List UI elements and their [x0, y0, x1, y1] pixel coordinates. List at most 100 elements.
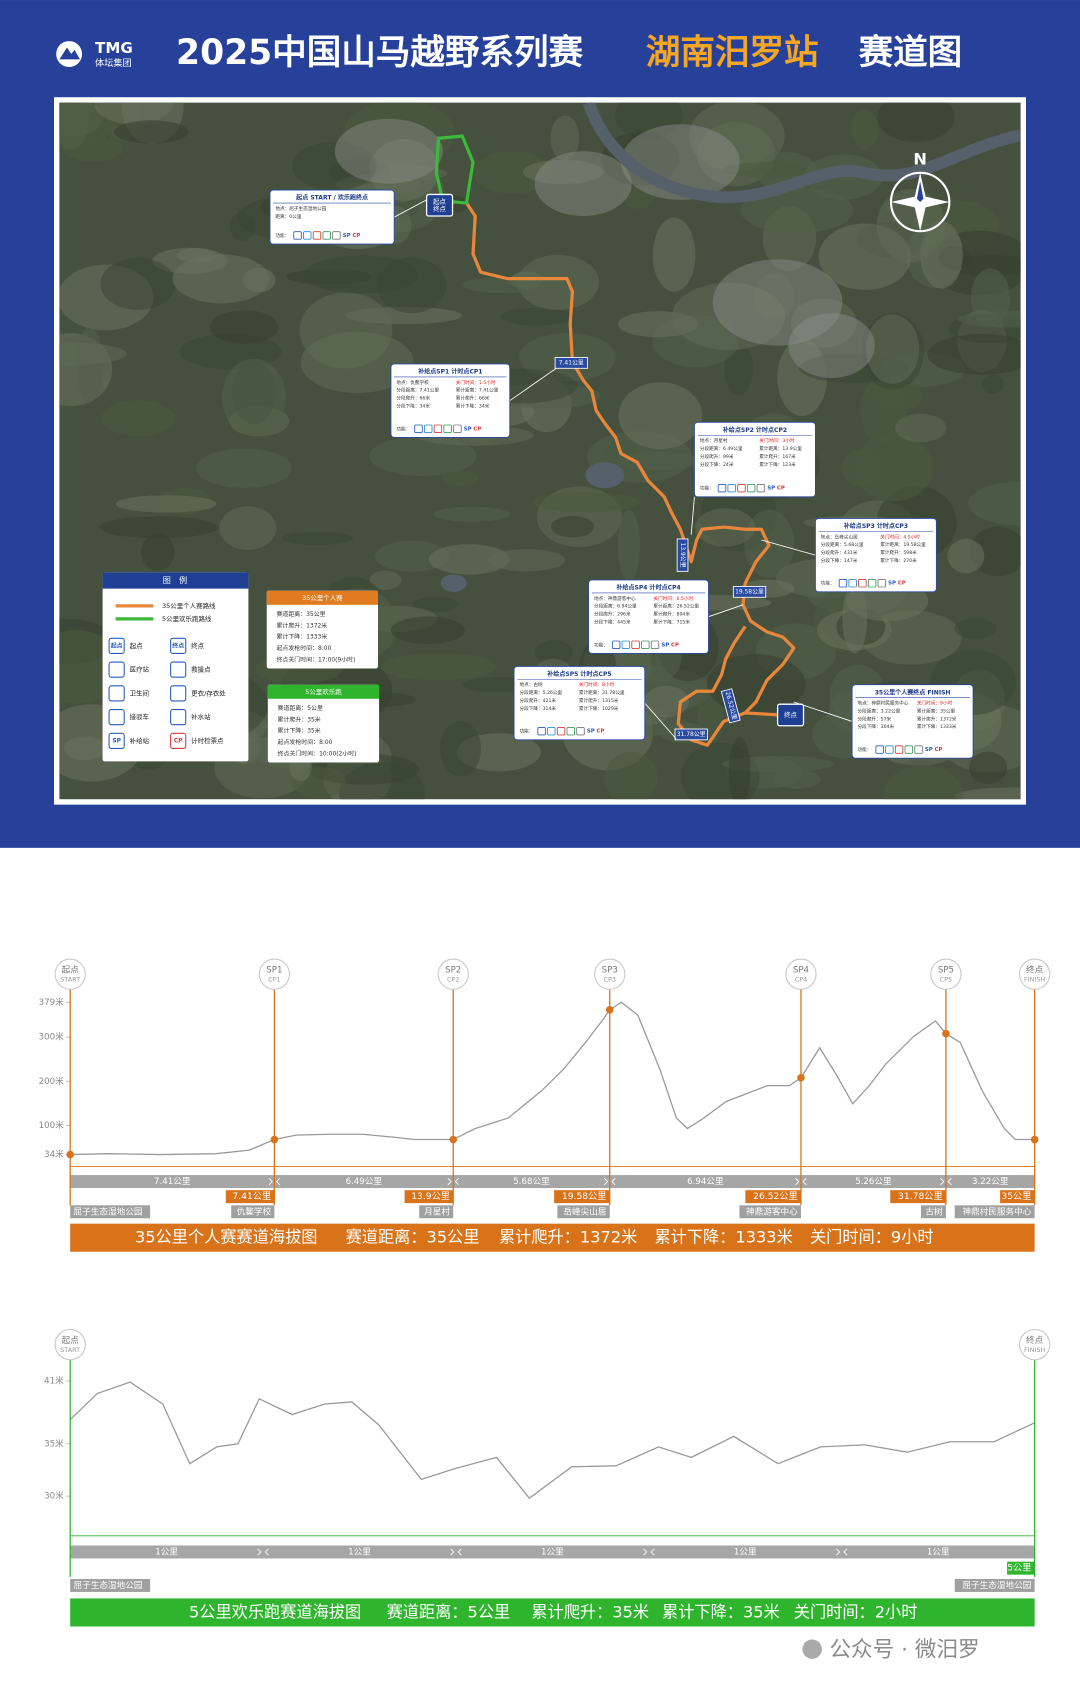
callout-function-label: 功能：: [858, 746, 872, 753]
terrain: [968, 481, 1021, 526]
segment-divider: [268, 1177, 281, 1186]
terrain: [100, 257, 176, 310]
callout-icon: [312, 231, 322, 240]
terrain: [652, 217, 696, 292]
callout-icon-sp: SP: [343, 233, 351, 239]
legend-icon-label: 救援点: [191, 665, 211, 674]
distance-tag-box: [554, 357, 588, 369]
distance-tag-text: 19.58公里: [735, 588, 764, 595]
legend-icon-text: CP: [174, 737, 183, 744]
callout-function-label: 功能：: [700, 485, 714, 492]
lake: [440, 574, 467, 592]
callout-line: 累计距离：31.78公里: [579, 689, 625, 696]
legend-icon: [170, 685, 187, 702]
callout-icon: [414, 424, 423, 433]
terrain: [722, 162, 812, 178]
map-marker-text: 终点: [784, 710, 797, 719]
checkpoint-dot: [1030, 1135, 1039, 1144]
terrain: [523, 159, 604, 184]
terrain: [299, 292, 393, 369]
town: [534, 151, 632, 217]
callout-icon: [443, 424, 452, 433]
callout-icon: [453, 424, 462, 433]
place-box: [419, 1205, 454, 1219]
banner-part: 5公里欢乐跑赛道海拔图: [189, 1602, 361, 1621]
banner-part: 35公里个人赛赛道海拔图: [135, 1227, 317, 1246]
checkpoint-name: SP3: [602, 965, 618, 975]
callout-icon: [293, 231, 302, 240]
terrain: [550, 115, 580, 161]
callout-icon: [746, 483, 756, 493]
terrain: [671, 282, 786, 351]
cumulative-box: [1007, 1561, 1035, 1575]
callout-line: 关门时间：3小时: [759, 437, 795, 444]
legend-icon-label: 起点: [130, 642, 143, 650]
terrain: [877, 102, 955, 143]
terrain: [412, 596, 459, 613]
callout-icon: [904, 745, 914, 754]
checkpoint-name: 起点: [62, 1335, 80, 1346]
callout-title: 补给点SP5 计时点CP5: [546, 670, 611, 678]
place-label: 屈子生态湿地公园: [73, 1205, 142, 1217]
legend-icon-label: 补给站: [130, 736, 150, 745]
title-part: 赛道图: [859, 33, 963, 73]
info-panel-line: 累计爬升：35米: [278, 715, 321, 723]
watermark-icon: [802, 1639, 822, 1659]
terrain: [517, 254, 600, 310]
distance-tag-box: [720, 688, 741, 724]
banner-part: 关门时间：9小时: [810, 1227, 934, 1246]
callout-title: 补给点SP4 计时点CP4: [615, 584, 680, 592]
info-panel-line: 起点发枪时间：8:00: [278, 738, 333, 746]
checkpoint-name: 起点: [62, 964, 80, 975]
checkpoint-badge: [54, 1328, 86, 1361]
callout-line: 地点：神鼎村民服务中心: [858, 700, 909, 707]
segment-divider: [447, 1177, 459, 1186]
callout-line: 累计爬升：1315米: [579, 697, 619, 704]
callout-icon-cp: CP: [777, 486, 785, 492]
cumulative-label: 31.78公里: [898, 1191, 943, 1202]
callout-icon-sp: SP: [767, 486, 775, 492]
legend-icon: [108, 661, 125, 678]
callout-box: [390, 363, 511, 438]
terrain: [954, 618, 997, 639]
title: 2025中国山马越野系列赛 湖南汨罗站 赛道图: [176, 33, 962, 73]
checkpoint-sub: FINISH: [1024, 976, 1045, 984]
terrain: [99, 516, 219, 539]
terrain: [969, 526, 1021, 577]
segment-divider: [604, 1177, 616, 1186]
callout-line: 关门时间：4.5小时: [880, 533, 920, 540]
callout-icon: [914, 745, 923, 754]
callout-line: 分段距离：3.22公里: [858, 707, 901, 714]
callout-line: 分段下降：34米: [396, 402, 430, 409]
callout-icon: [332, 231, 341, 240]
terrain: [339, 762, 425, 800]
cumulative-label: 5公里: [1007, 1563, 1031, 1574]
terrain: [428, 544, 510, 575]
callout-leader: [793, 701, 853, 722]
segment-label: 3.22公里: [972, 1176, 1009, 1187]
terrain: [601, 131, 680, 186]
cumulative-label: 7.41公里: [232, 1191, 271, 1202]
y-tick-label: 300米: [39, 1031, 64, 1043]
terrain: [532, 492, 640, 513]
callout-line: 累计距离：35公里: [917, 707, 956, 714]
segment-label: 7.41公里: [154, 1176, 191, 1187]
legend-icon-label: 卫生间: [130, 688, 149, 697]
distance-tag-text: 13.9公里: [679, 543, 686, 568]
callout-title: 35公里个人赛终点 FINISH: [875, 688, 951, 696]
legend-route-label: 5公里欢乐跑路线: [162, 614, 212, 623]
terrain: [442, 470, 479, 486]
callout-icon-sp: SP: [888, 581, 896, 587]
info-panel-title: 5公里欢乐跑: [305, 687, 342, 696]
place-box: [954, 1205, 1035, 1219]
info-panel-line: 累计下降：35米: [278, 727, 321, 735]
callout-leader: [644, 702, 677, 740]
banner-text: 5公里欢乐跑赛道海拔图 赛道距离：5公里 累计爬升：35米 累计下降：35米 关门时间：…: [189, 1602, 917, 1621]
callout-title: 补给点SP2 计时点CP2: [722, 426, 787, 434]
callout-icon: [737, 483, 746, 493]
callout-line: 分段下降：445米: [594, 618, 631, 625]
callout-title: 补给点SP1 计时点CP1: [417, 368, 482, 376]
terrain: [614, 102, 683, 140]
y-tick-label: 100米: [39, 1119, 64, 1131]
callout-icon-sp: SP: [587, 729, 595, 735]
